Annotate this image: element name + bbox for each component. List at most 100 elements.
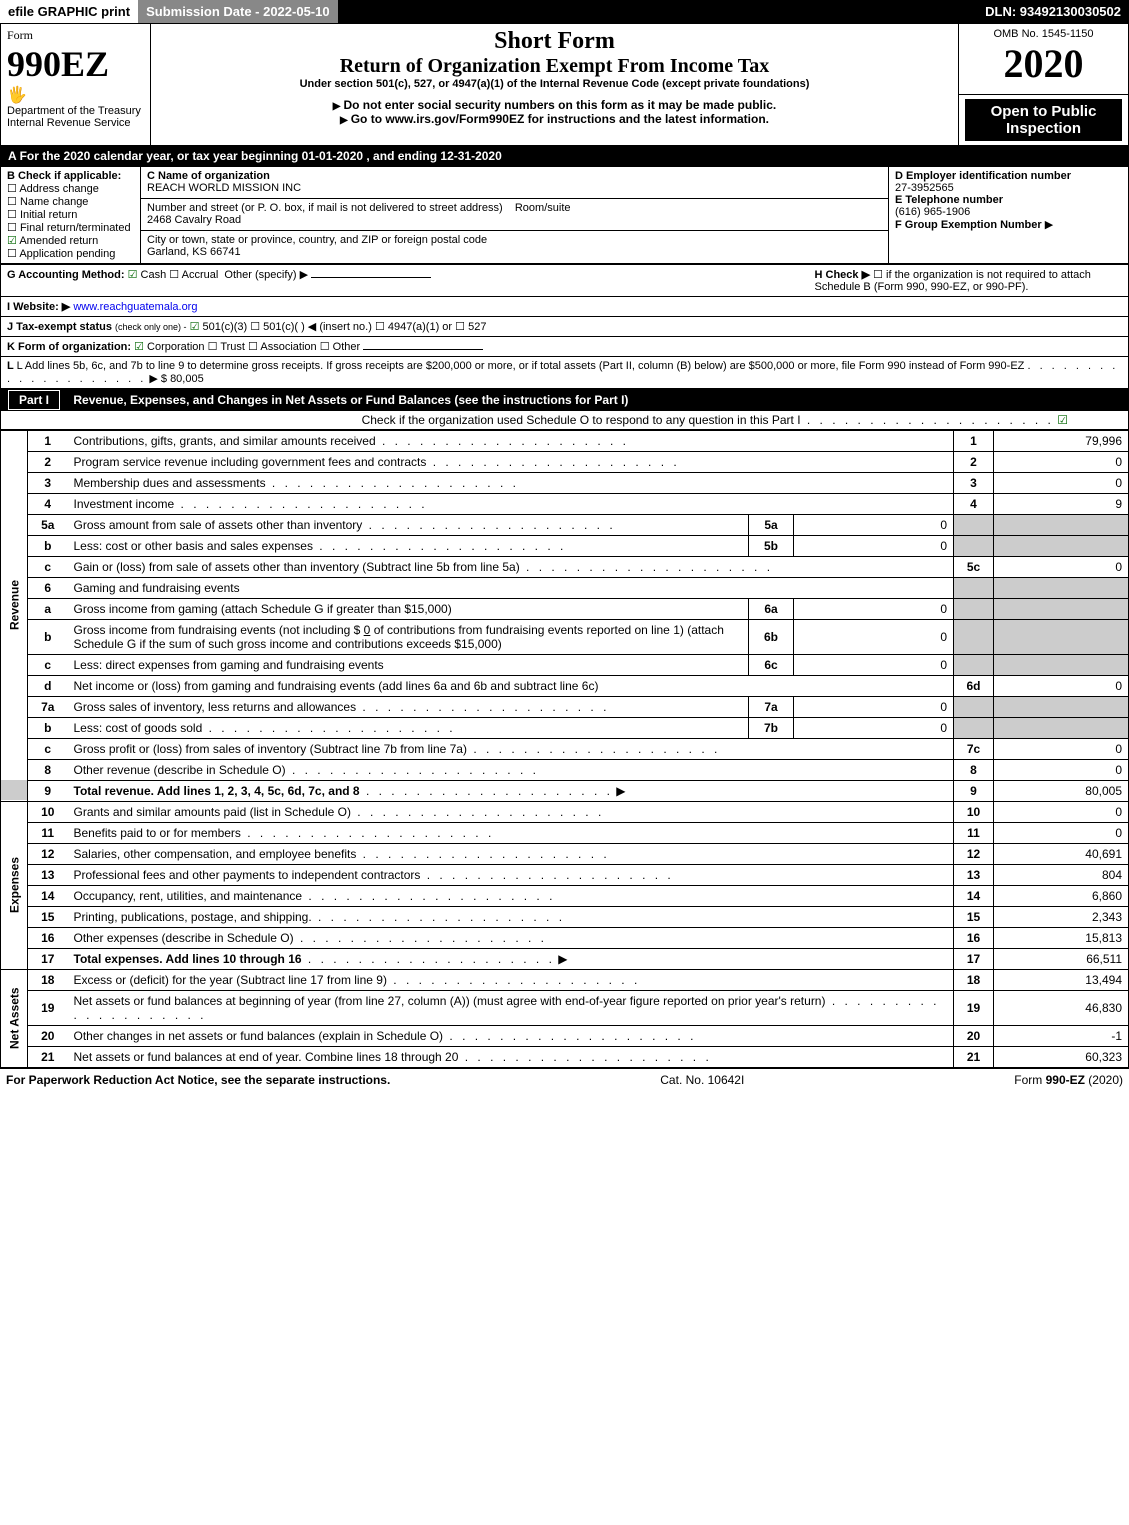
chk-other-org[interactable] — [320, 341, 330, 353]
other-org[interactable] — [363, 349, 483, 350]
line5a-val: 0 — [794, 514, 954, 535]
period-bar: A For the 2020 calendar year, or tax yea… — [0, 146, 1129, 166]
line19-desc: Net assets or fund balances at beginning… — [74, 994, 826, 1008]
part1-check-note: Check if the organization used Schedule … — [0, 411, 1129, 430]
line17-desc: Total expenses. Add lines 10 through 16 — [74, 952, 302, 966]
line5b-val: 0 — [794, 535, 954, 556]
line13-val: 804 — [994, 864, 1129, 885]
line20-val: -1 — [994, 1025, 1129, 1046]
line14-desc: Occupancy, rent, utilities, and maintena… — [74, 889, 303, 903]
form-header: Form 990EZ 🖐 Department of the Treasury … — [0, 23, 1129, 146]
line15-val: 2,343 — [994, 906, 1129, 927]
top-bar: efile GRAPHIC print Submission Date - 20… — [0, 0, 1129, 23]
chk-name[interactable] — [7, 196, 17, 208]
line6d-val: 0 — [994, 675, 1129, 696]
short-form-title: Short Form — [157, 28, 952, 55]
section-a-label: A — [8, 149, 20, 163]
part1-header: Part I Revenue, Expenses, and Changes in… — [0, 389, 1129, 411]
footer-cat: Cat. No. 10642I — [660, 1073, 744, 1087]
form-word: Form — [7, 28, 33, 42]
section-j-label: J Tax-exempt status — [7, 321, 112, 333]
line14-val: 6,860 — [994, 885, 1129, 906]
section-i-label: I Website: ▶ — [7, 301, 70, 313]
page-footer: For Paperwork Reduction Act Notice, see … — [0, 1068, 1129, 1091]
telephone: (616) 965-1906 — [895, 206, 970, 218]
revenue-side-label: Revenue — [1, 430, 28, 780]
line18-desc: Excess or (deficit) for the year (Subtra… — [74, 973, 387, 987]
chk-corp[interactable] — [134, 341, 144, 353]
line1-desc: Contributions, gifts, grants, and simila… — [74, 434, 376, 448]
section-d-label: D Employer identification number — [895, 170, 1071, 182]
address: 2468 Cavalry Road — [147, 214, 241, 226]
period-text: For the 2020 calendar year, or tax year … — [20, 149, 502, 163]
ein: 27-3952565 — [895, 182, 954, 194]
addr-label: Number and street (or P. O. box, if mail… — [147, 202, 503, 214]
chk-501c[interactable] — [250, 321, 260, 333]
return-title: Return of Organization Exempt From Incom… — [157, 55, 952, 78]
line7b-desc: Less: cost of goods sold — [74, 721, 203, 735]
section-b-label: B Check if applicable: — [7, 170, 121, 182]
line10-val: 0 — [994, 801, 1129, 822]
line21-val: 60,323 — [994, 1046, 1129, 1067]
tax-year: 2020 — [965, 40, 1122, 87]
section-k-label: K Form of organization: — [7, 341, 131, 353]
chk-amended[interactable] — [7, 235, 17, 247]
line5c-val: 0 — [994, 556, 1129, 577]
arrow-icon — [340, 112, 351, 126]
chk-527[interactable] — [455, 321, 465, 333]
chk-part1-schedo[interactable] — [1057, 413, 1068, 427]
line15-desc: Printing, publications, postage, and shi… — [74, 910, 312, 924]
chk-pending[interactable] — [7, 248, 17, 260]
goto-note: Go to www.irs.gov/Form990EZ for instruct… — [351, 112, 769, 126]
chk-accrual[interactable] — [169, 269, 179, 281]
line9-val: 80,005 — [994, 780, 1129, 801]
city: Garland, KS 66741 — [147, 246, 241, 258]
line3-desc: Membership dues and assessments — [74, 476, 266, 490]
form-number: 990EZ — [7, 44, 109, 84]
line6d-desc: Net income or (loss) from gaming and fun… — [74, 679, 599, 693]
line12-val: 40,691 — [994, 843, 1129, 864]
submission-date: Submission Date - 2022-05-10 — [138, 0, 338, 23]
ghijkl-table: G Accounting Method: Cash Accrual Other … — [0, 264, 1129, 389]
line20-desc: Other changes in net assets or fund bala… — [74, 1029, 444, 1043]
chk-trust[interactable] — [208, 341, 218, 353]
line4-val: 9 — [994, 493, 1129, 514]
line18-val: 13,494 — [994, 969, 1129, 990]
line7c-desc: Gross profit or (loss) from sales of inv… — [74, 742, 467, 756]
line5a-desc: Gross amount from sale of assets other t… — [74, 518, 363, 532]
info-table: B Check if applicable: Address change Na… — [0, 166, 1129, 264]
open-to-public: Open to Public Inspection — [965, 99, 1122, 141]
line7b-val: 0 — [794, 717, 954, 738]
chk-h[interactable] — [873, 269, 883, 281]
chk-501c3[interactable] — [190, 321, 200, 333]
other-specify[interactable] — [311, 277, 431, 278]
line6a-val: 0 — [794, 598, 954, 619]
omb-number: OMB No. 1545-1150 — [965, 28, 1122, 40]
chk-initial[interactable] — [7, 209, 17, 221]
chk-final[interactable] — [7, 222, 17, 234]
line11-desc: Benefits paid to or for members — [74, 826, 241, 840]
website-link[interactable]: www.reachguatemala.org — [73, 301, 197, 313]
expenses-side-label: Expenses — [1, 801, 28, 969]
line6a-desc: Gross income from gaming (attach Schedul… — [74, 602, 452, 616]
line11-val: 0 — [994, 822, 1129, 843]
part1-label: Part I — [8, 390, 60, 410]
room-label: Room/suite — [515, 202, 571, 214]
section-h-label: H Check ▶ — [815, 269, 871, 281]
main-table: Revenue 1 Contributions, gifts, grants, … — [0, 430, 1129, 1068]
line3-val: 0 — [994, 472, 1129, 493]
chk-cash[interactable] — [128, 269, 138, 281]
line6c-desc: Less: direct expenses from gaming and fu… — [74, 658, 384, 672]
line10-desc: Grants and similar amounts paid (list in… — [74, 805, 351, 819]
chk-assoc[interactable] — [248, 341, 258, 353]
section-f-label: F Group Exemption Number — [895, 219, 1042, 231]
line19-val: 46,830 — [994, 990, 1129, 1025]
under-section: Under section 501(c), 527, or 4947(a)(1)… — [157, 78, 952, 90]
line6c-val: 0 — [794, 654, 954, 675]
line6-desc: Gaming and fundraising events — [74, 581, 240, 595]
line21-desc: Net assets or fund balances at end of ye… — [74, 1050, 459, 1064]
chk-4947[interactable] — [375, 321, 385, 333]
efile-label: efile GRAPHIC print — [0, 0, 138, 23]
chk-address[interactable] — [7, 183, 17, 195]
section-g-label: G Accounting Method: — [7, 269, 125, 281]
